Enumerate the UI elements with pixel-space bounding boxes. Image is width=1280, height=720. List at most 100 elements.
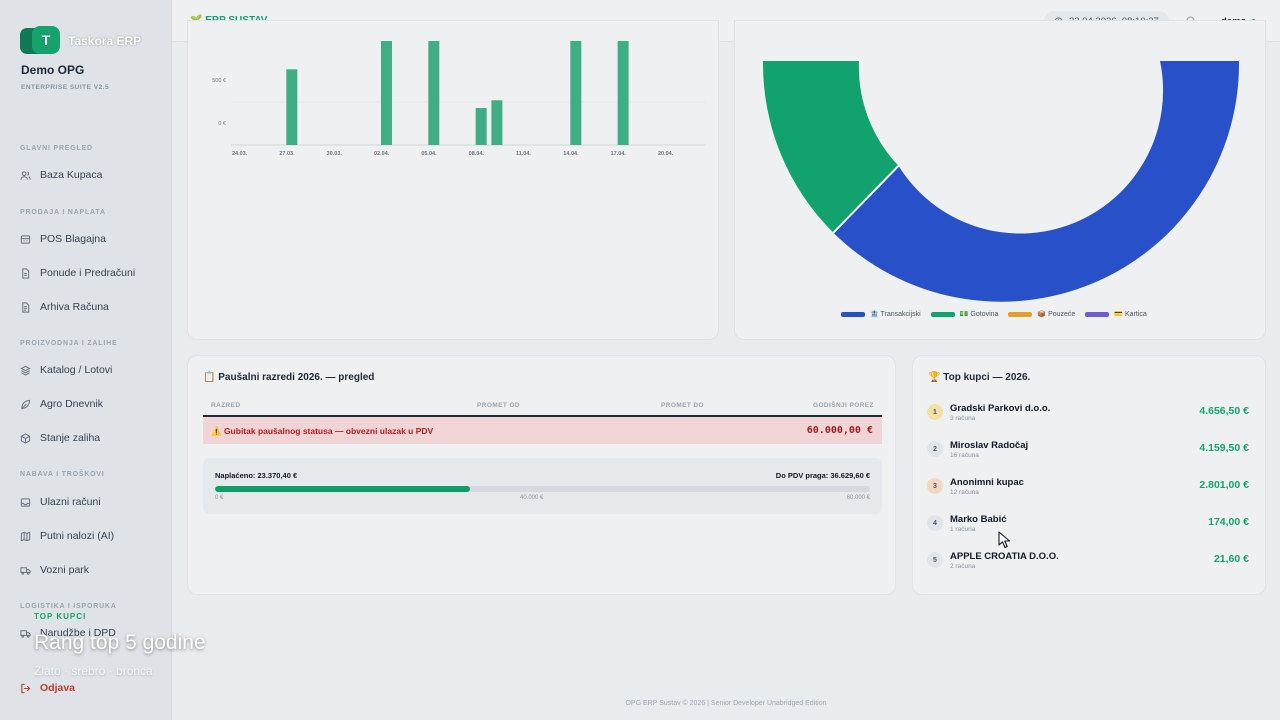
column-header: GODIŠNJI POREZ: [813, 402, 874, 409]
x-tick-label: 17.04.: [610, 151, 626, 157]
scale-label: 0 €: [215, 495, 224, 501]
warning-text: ⚠️ Gubitak paušalnog statusa — obvezni u…: [211, 426, 434, 436]
truck-icon: [20, 566, 31, 575]
sidebar-item-narudzbe[interactable]: Narudžbe i DPD: [20, 627, 116, 639]
rank-badge: 2: [927, 441, 943, 457]
sidebar-item-katalog[interactable]: Katalog / Lotovi: [20, 364, 112, 376]
sidebar: T Taskora ERP Demo OPG ENTERPRISE SUITE …: [0, 0, 172, 720]
progress-track: [215, 486, 870, 492]
customer-amount: 2.801,00 €: [1199, 479, 1249, 491]
top-customers-title: 🏆 Top kupci — 2026.: [928, 372, 1031, 383]
sidebar-item-label: Baza Kupaca: [40, 169, 103, 181]
layers-icon: [20, 365, 31, 375]
sidebar-item-baza-kupaca[interactable]: Baza Kupaca: [20, 169, 102, 181]
legend-item[interactable]: 💳 Kartica: [1085, 310, 1147, 318]
sidebar-item-label: Arhiva Računa: [40, 301, 109, 313]
table-header-rule: [203, 415, 882, 417]
bar[interactable]: [491, 100, 503, 145]
invoice-count: 16 računa: [950, 452, 979, 459]
payment-methods-card: 🏦 Transakcijski 💵 Gotovina 📦 Pouzeće 💳 Kart…: [734, 20, 1266, 340]
legend-label: 💳 Kartica: [1114, 311, 1147, 318]
legend-item[interactable]: 🏦 Transakcijski: [841, 310, 921, 318]
sidebar-item-vozni-park[interactable]: Vozni park: [20, 564, 89, 576]
sidebar-item-label: Ponude i Predračuni: [40, 267, 136, 279]
x-tick-label: 24.03.: [232, 151, 248, 157]
org-subtitle: ENTERPRISE SUITE V2.5: [21, 84, 110, 91]
invoice-count: 1 računa: [950, 526, 976, 533]
vat-threshold-progress: Naplaćeno: 23.370,40 € Do PDV praga: 36.…: [203, 458, 882, 514]
nav-section-purchasing: NABAVA I TROŠKOVI: [20, 471, 105, 478]
x-tick-label: 08.04.: [468, 151, 484, 157]
invoice-count: 12 računa: [950, 489, 979, 496]
sidebar-item-ponude[interactable]: Ponude i Predračuni: [20, 267, 135, 279]
legend-swatch: [1085, 311, 1110, 317]
brand-name: Taskora ERP: [68, 34, 142, 48]
overlay-title: Rang top 5 godine: [34, 631, 206, 654]
top-customers-card: [912, 355, 1266, 595]
customer-name: APPLE CROATIA D.O.O.: [950, 551, 1059, 562]
brand[interactable]: T Taskora ERP: [20, 26, 142, 54]
x-tick-label: 02.04.: [373, 151, 390, 157]
sidebar-item-stanje-zaliha[interactable]: Stanje zaliha: [20, 432, 100, 444]
map-icon: [20, 531, 31, 541]
legend-swatch: [930, 311, 955, 317]
rank-badge: 4: [927, 515, 943, 531]
invoice-count: 3 računa: [950, 415, 976, 422]
inbox-icon: [20, 497, 31, 507]
bar[interactable]: [617, 41, 629, 145]
sidebar-item-label: Agro Dnevnik: [40, 398, 104, 410]
scale-label: 40.000 €: [520, 495, 544, 501]
sidebar-item-pos[interactable]: POS Blagajna: [20, 233, 106, 245]
customer-name: Gradski Parkovi d.o.o.: [950, 403, 1051, 414]
bar[interactable]: [475, 108, 487, 145]
nav-section-logistics: LOGISTIKA I ISPORUKA: [20, 603, 117, 610]
revenue-bar-chart: [231, 41, 706, 146]
legend-swatch: [1008, 311, 1033, 317]
legend-label: 📦 Pouzeće: [1037, 311, 1076, 318]
sidebar-item-ulazni-racuni[interactable]: Ulazni računi: [20, 496, 101, 508]
x-tick-label: 05.04.: [421, 151, 437, 157]
sidebar-item-label: Putni nalozi (AI): [40, 530, 115, 542]
x-tick-label: 30.03.: [326, 151, 342, 157]
package-icon: [20, 629, 31, 638]
legend-item[interactable]: 💵 Gotovina: [930, 310, 998, 318]
legend-label: 🏦 Transakcijski: [870, 311, 921, 318]
donut-slice-gotovina: [762, 61, 899, 233]
sidebar-item-arhiva[interactable]: Arhiva Računa: [20, 301, 109, 313]
column-header: RAZRED: [211, 402, 241, 409]
footer: OPG ERP Sustav © 2026 | Senior Developer…: [625, 700, 827, 707]
invoice-count: 2 računa: [950, 563, 976, 570]
x-tick-label: 11.04.: [515, 151, 531, 157]
box-icon: [20, 432, 31, 444]
column-header: PROMET DO: [661, 402, 704, 409]
sidebar-item-agro-dnevnik[interactable]: Agro Dnevnik: [20, 398, 103, 410]
bar[interactable]: [286, 69, 298, 145]
org-name: Demo OPG: [21, 63, 85, 77]
bar[interactable]: [380, 41, 392, 145]
sidebar-item-label: Ulazni računi: [40, 496, 101, 508]
customer-name: Miroslav Radočaj: [950, 440, 1029, 451]
rank-badge: 3: [927, 478, 943, 494]
customer-name: Anonimni kupac: [950, 477, 1024, 488]
sidebar-item-label: Stanje zaliha: [40, 432, 101, 444]
customer-amount: 174,00 €: [1208, 516, 1249, 528]
logout-button[interactable]: Odjava: [20, 682, 75, 694]
legend-item[interactable]: 📦 Pouzeće: [1008, 310, 1075, 318]
sidebar-item-label: Vozni park: [40, 564, 90, 576]
progress-fill: [215, 486, 471, 492]
bar[interactable]: [570, 41, 582, 145]
bar[interactable]: [428, 41, 440, 145]
x-tick-label: 20.04.: [657, 151, 674, 157]
register-icon: [20, 234, 31, 244]
revenue-chart-card: 500 € 0 € 24.03. 27.03. 30.03. 02.04. 05.04.…: [187, 20, 719, 340]
paid-label: Naplaćeno: 23.370,40 €: [215, 471, 298, 480]
x-tick-label: 14.04.: [563, 151, 579, 157]
app-logo: T: [20, 26, 60, 54]
leaf-icon: [21, 399, 31, 409]
customer-name: Marko Babić: [950, 514, 1007, 525]
y-tick-label: 500 €: [212, 78, 226, 84]
warning-amount: 60.000,00 €: [806, 425, 873, 436]
y-tick-label: 0 €: [218, 121, 226, 127]
sidebar-item-putni-nalozi[interactable]: Putni nalozi (AI): [20, 530, 114, 542]
scale-label: 60.000 €: [846, 495, 870, 501]
